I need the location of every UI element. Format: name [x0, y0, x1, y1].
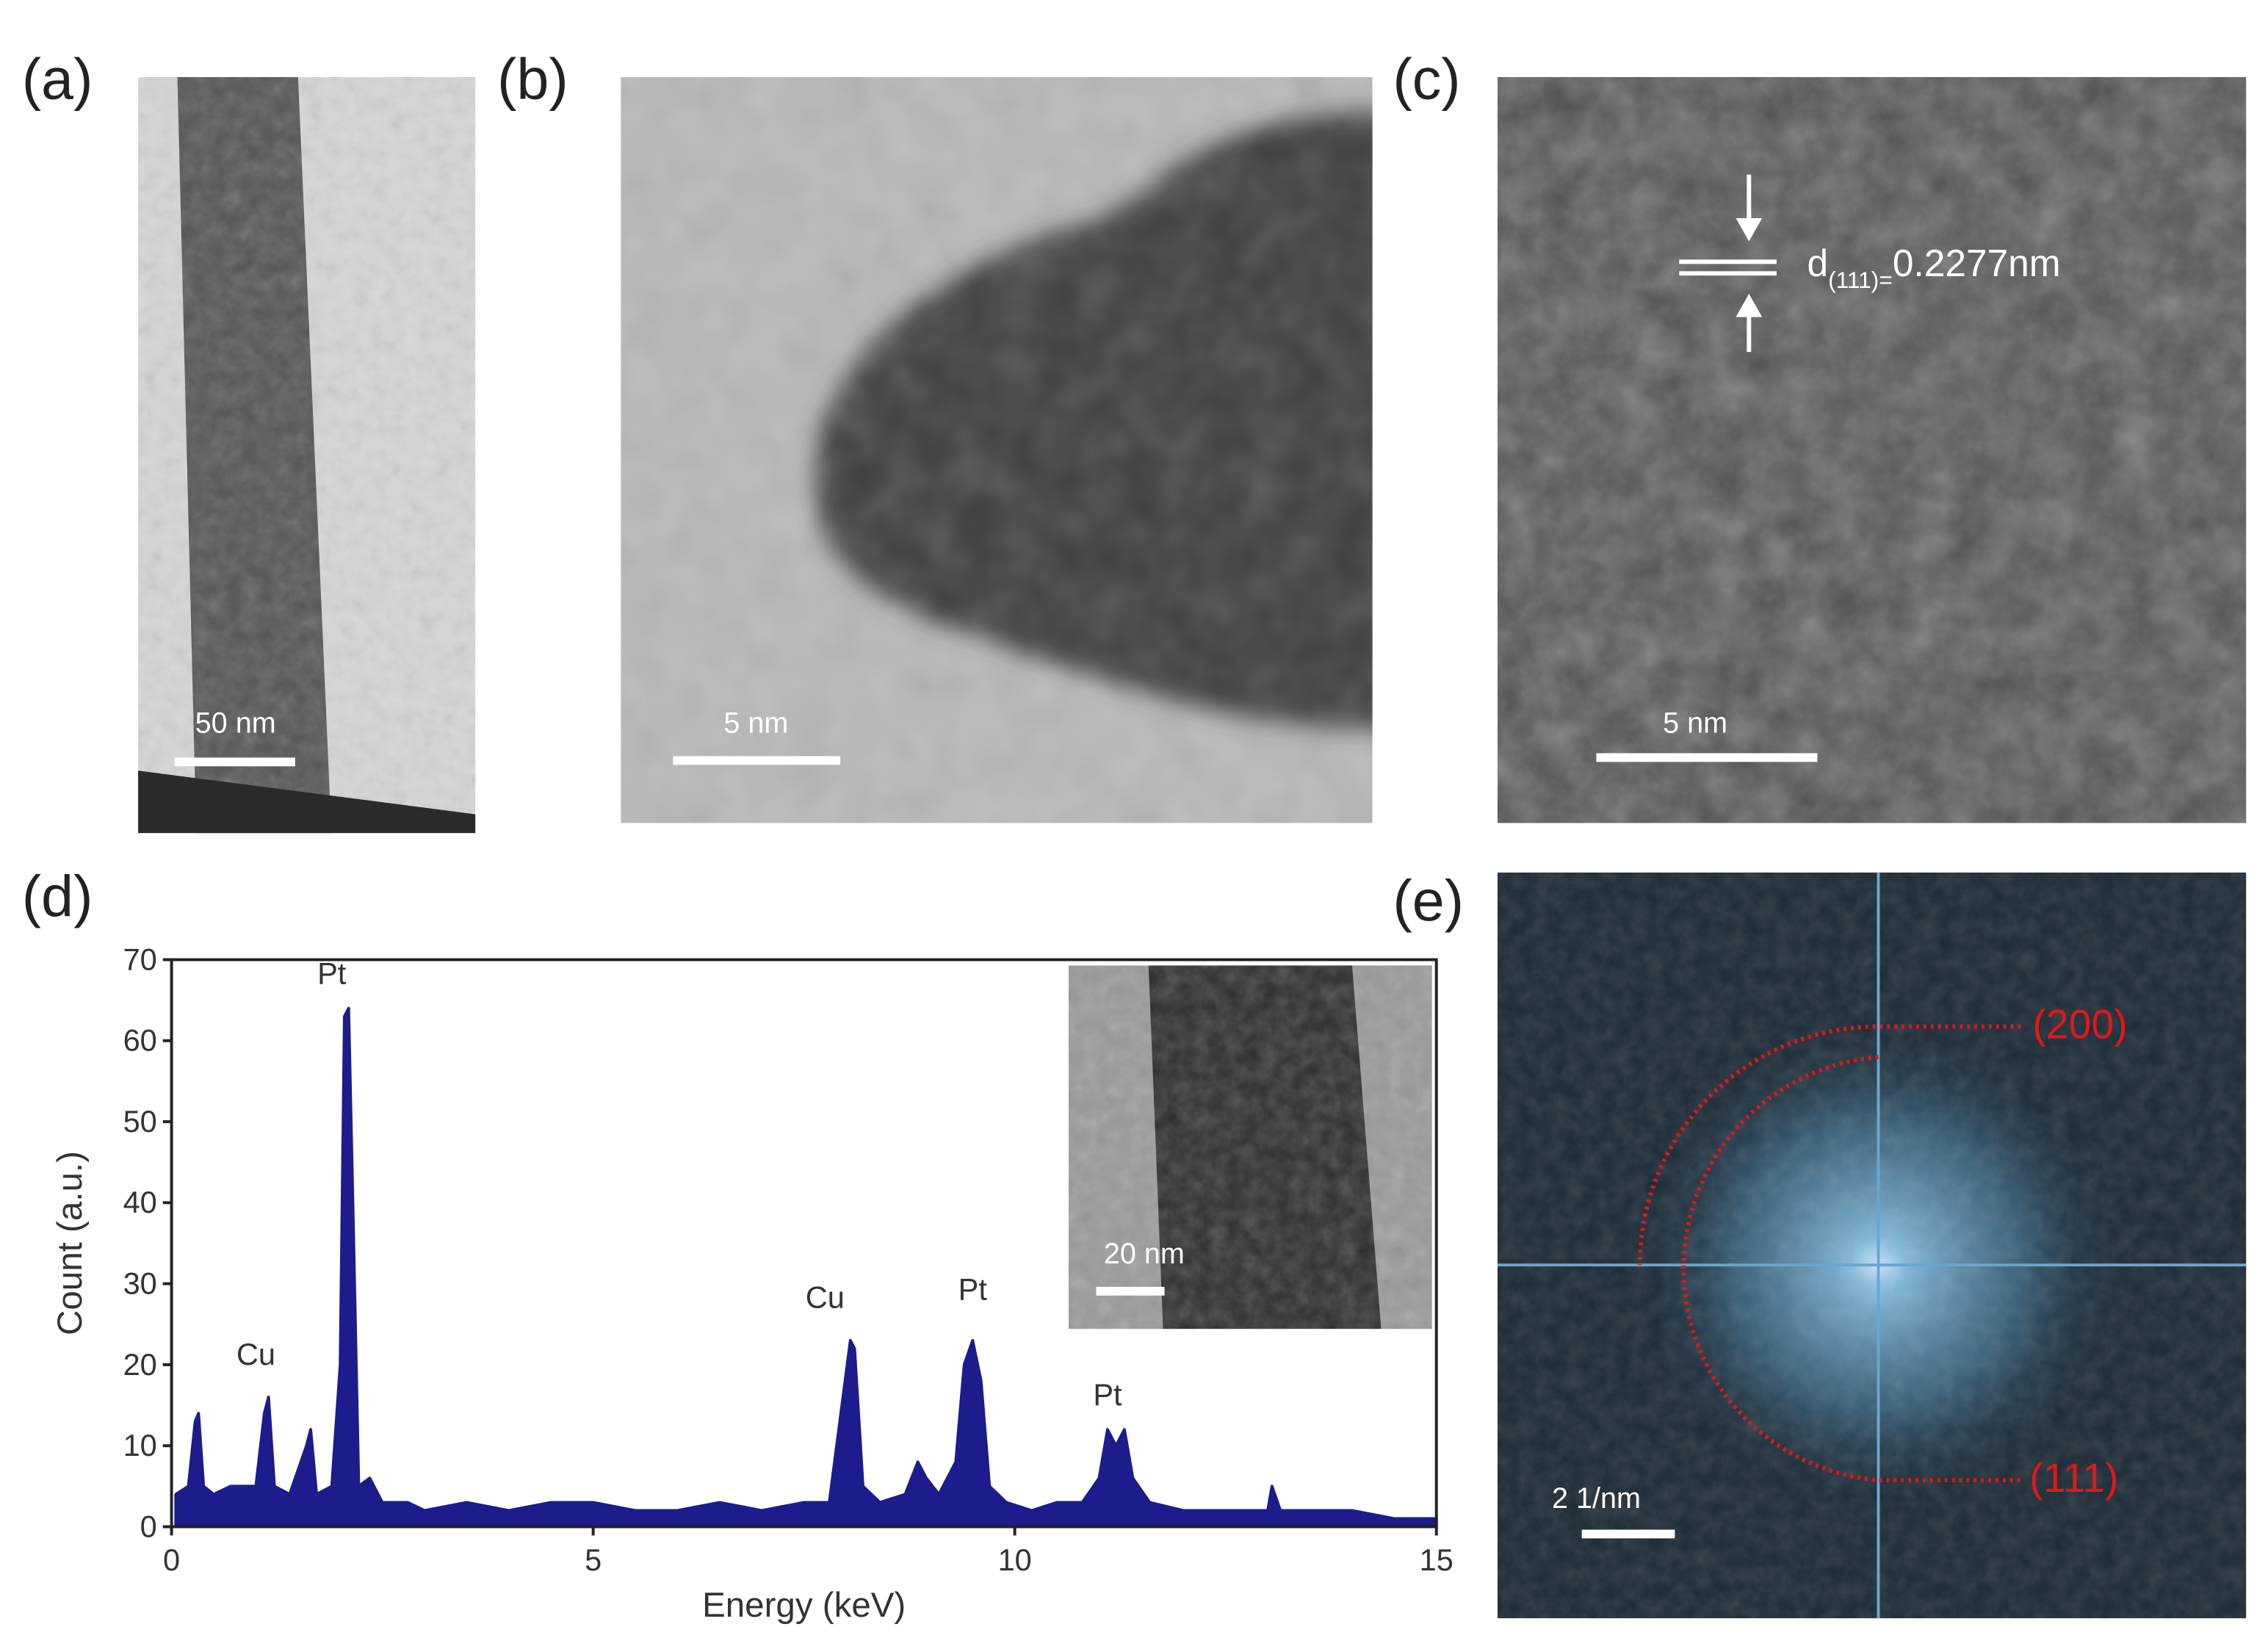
- scale-bar: [1581, 1529, 1675, 1539]
- subscript: (111)=: [1828, 267, 1893, 293]
- peak-label: Pt: [958, 1272, 988, 1307]
- texture: [1497, 872, 2247, 1619]
- scale-bar-label: 2 1/nm: [1552, 1482, 1641, 1515]
- ring-arc: [1681, 1055, 2021, 1483]
- scale-bar: [673, 756, 841, 765]
- texture: [1497, 76, 2247, 823]
- symbol: d: [1807, 242, 1829, 284]
- y-tick-label: 70: [123, 942, 157, 976]
- micrograph-a: [138, 76, 476, 834]
- micrograph-b: [621, 76, 1373, 823]
- scale-bar: [1596, 753, 1818, 762]
- scale-bar: [1096, 1286, 1165, 1296]
- scale-bar-label: 5 nm: [1663, 707, 1727, 740]
- spacing-marker: [1679, 174, 1777, 353]
- spacing-label: d(111)=0.2277nm: [1807, 242, 2061, 293]
- substrate: [138, 771, 476, 834]
- peak-label: Pt: [1093, 1377, 1122, 1412]
- peak-label: Cu: [806, 1280, 845, 1315]
- texture: [1068, 965, 1432, 1329]
- micrograph-c: [1497, 76, 2247, 823]
- scale-bar: [174, 757, 295, 767]
- spectrum-area: [174, 1006, 1438, 1529]
- value: 0.2277nm: [1893, 242, 2061, 284]
- plot-frame: [170, 958, 1438, 1529]
- y-tick-label: 50: [123, 1104, 157, 1139]
- y-axis-label: Count (a.u.): [51, 1151, 90, 1335]
- panel-label: (b): [497, 46, 568, 112]
- scale-bar-label: 20 nm: [1104, 1238, 1185, 1270]
- x-tick-label: 5: [585, 1543, 602, 1577]
- ring-label: (200): [2032, 1001, 2127, 1047]
- scale-bar-label: 5 nm: [723, 707, 788, 740]
- x-tick-label: 10: [998, 1543, 1032, 1577]
- arrow-head: [1736, 293, 1763, 317]
- x-tick-label: 15: [1420, 1543, 1453, 1577]
- texture: [621, 76, 1373, 823]
- inset-micrograph: [1068, 965, 1432, 1329]
- scale-bar-label: 50 nm: [195, 707, 276, 740]
- y-tick-label: 40: [123, 1185, 157, 1219]
- x-tick-label: 0: [163, 1543, 180, 1577]
- y-tick-label: 0: [140, 1509, 157, 1543]
- panel-label: (c): [1393, 46, 1460, 112]
- peak-label: Cu: [236, 1337, 275, 1371]
- y-tick-label: 10: [123, 1428, 157, 1462]
- y-tick-label: 20: [123, 1347, 157, 1382]
- y-tick-label: 60: [123, 1023, 157, 1058]
- panel-label: (d): [22, 863, 93, 928]
- x-axis-label: Energy (keV): [702, 1586, 906, 1625]
- fft-pattern: [1497, 872, 2247, 1619]
- ring-arc: [1637, 1024, 2021, 1266]
- y-tick-label: 30: [123, 1266, 157, 1301]
- peak-label: Pt: [317, 956, 347, 991]
- arrow-head: [1736, 217, 1763, 242]
- panel-label: (e): [1393, 867, 1464, 933]
- texture: [138, 76, 476, 834]
- plot: 0 10 20 30 40 50 60 70 0 5 10 15 Energy (keV) Count (…: [51, 942, 1453, 1625]
- panel-label: (a): [22, 46, 93, 112]
- ring-label: (111): [2029, 1455, 2118, 1501]
